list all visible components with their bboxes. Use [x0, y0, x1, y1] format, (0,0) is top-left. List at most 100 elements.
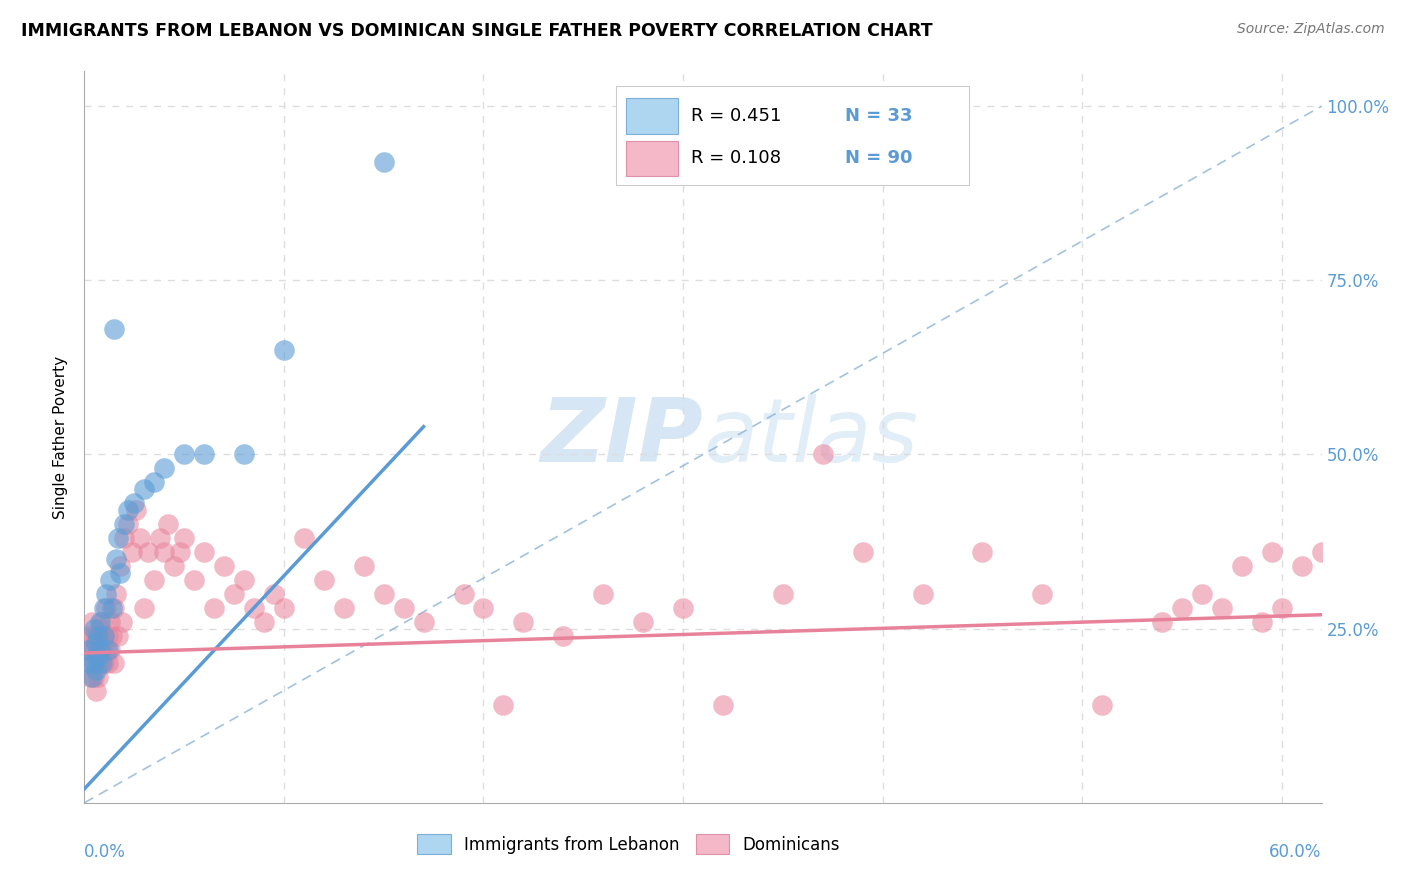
Point [1031, 587, 1053, 601]
FancyBboxPatch shape [616, 86, 969, 185]
Point [392, 600, 415, 615]
Point [96, 642, 118, 657]
Point [553, 629, 575, 643]
Point [89, 642, 111, 657]
Point [86, 657, 108, 671]
Point [110, 558, 132, 573]
Point [183, 573, 205, 587]
Point [512, 615, 534, 629]
Point [83, 622, 105, 636]
Text: Source: ZipAtlas.com: Source: ZipAtlas.com [1237, 22, 1385, 37]
Point [492, 698, 515, 713]
Point [96, 587, 118, 601]
Point [292, 531, 315, 545]
Point [125, 503, 148, 517]
Point [711, 698, 734, 713]
Point [103, 322, 125, 336]
Point [273, 343, 295, 357]
Point [153, 545, 176, 559]
Point [631, 615, 654, 629]
Point [117, 517, 139, 532]
Point [107, 629, 129, 643]
Point [1230, 558, 1253, 573]
Point [89, 657, 111, 671]
Point [263, 587, 285, 601]
Point [173, 531, 195, 545]
Point [772, 587, 794, 601]
Point [89, 615, 111, 629]
Point [91, 615, 114, 629]
Legend: Immigrants from Lebanon, Dominicans: Immigrants from Lebanon, Dominicans [411, 828, 846, 860]
Point [1330, 587, 1353, 601]
Point [243, 600, 266, 615]
Text: R = 0.451: R = 0.451 [690, 107, 780, 125]
Point [83, 642, 105, 657]
Text: N = 90: N = 90 [845, 149, 912, 168]
Point [77, 642, 100, 657]
Point [97, 642, 120, 657]
Point [101, 600, 124, 615]
Point [82, 657, 104, 671]
Point [86, 684, 108, 698]
Point [77, 642, 100, 657]
Point [112, 517, 135, 532]
Point [153, 461, 176, 475]
Point [1211, 600, 1233, 615]
Point [1171, 600, 1194, 615]
Point [134, 483, 156, 497]
Point [98, 573, 121, 587]
Point [143, 573, 166, 587]
Point [412, 615, 434, 629]
Point [97, 629, 120, 643]
Point [1150, 615, 1173, 629]
Point [103, 657, 125, 671]
Point [82, 670, 104, 684]
Point [91, 657, 114, 671]
Point [110, 566, 132, 580]
Point [93, 629, 115, 643]
Point [89, 622, 111, 636]
Point [333, 600, 356, 615]
Point [79, 657, 101, 671]
Point [93, 657, 115, 671]
Bar [626, 98, 678, 134]
Point [105, 587, 128, 601]
Point [193, 448, 215, 462]
Point [79, 629, 101, 643]
Point [87, 649, 110, 664]
Point [107, 531, 129, 545]
Point [453, 587, 475, 601]
Point [852, 545, 875, 559]
Point [1091, 698, 1114, 713]
Point [472, 600, 495, 615]
Point [86, 629, 108, 643]
Point [83, 657, 105, 671]
Text: ZIP: ZIP [540, 393, 703, 481]
Point [911, 587, 934, 601]
Point [373, 155, 395, 169]
Text: R = 0.108: R = 0.108 [690, 149, 780, 168]
Point [87, 629, 110, 643]
Point [111, 615, 134, 629]
Point [129, 531, 152, 545]
Point [122, 496, 145, 510]
Point [233, 448, 256, 462]
Point [193, 545, 215, 559]
Point [134, 600, 156, 615]
Point [1261, 545, 1284, 559]
Point [91, 642, 114, 657]
Point [592, 587, 614, 601]
Point [253, 615, 276, 629]
Point [136, 545, 159, 559]
Bar [626, 141, 678, 176]
Y-axis label: Single Father Poverty: Single Father Poverty [53, 356, 69, 518]
Point [353, 558, 375, 573]
Point [105, 552, 128, 566]
Point [811, 448, 834, 462]
Point [112, 531, 135, 545]
Text: atlas: atlas [703, 394, 918, 480]
Point [143, 475, 166, 490]
Point [117, 503, 139, 517]
Point [82, 615, 104, 629]
Point [222, 587, 245, 601]
